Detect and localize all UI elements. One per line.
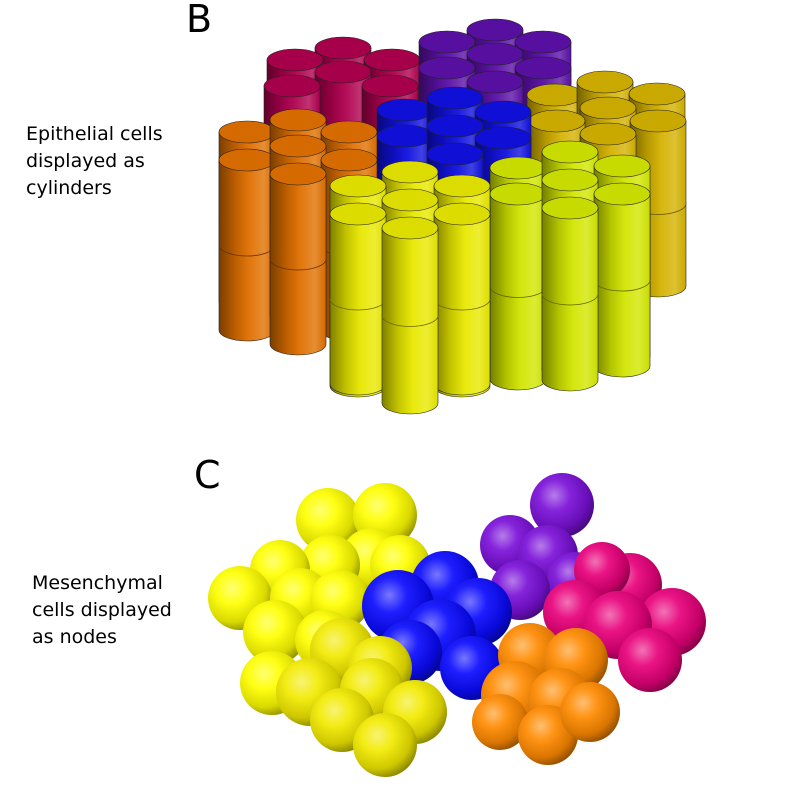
mesenchymal-cell-node bbox=[353, 713, 417, 777]
epithelial-cell-cylinder bbox=[593, 182, 651, 378]
panel-b-caption: Epithelial cells displayed as cylinders bbox=[26, 123, 163, 199]
mesenchymal-cell-node bbox=[243, 600, 307, 664]
panel-c-letter: C bbox=[194, 453, 221, 497]
panel-c-caption: Mesenchymal cells displayed as nodes bbox=[32, 572, 172, 648]
epithelial-cell-cylinder bbox=[489, 182, 547, 391]
epithelial-cell-cylinder bbox=[329, 202, 387, 396]
epithelial-cell-cylinder bbox=[218, 148, 276, 342]
mesenchymal-cell-node bbox=[618, 628, 682, 692]
epithelial-cylinder-cluster bbox=[218, 18, 687, 415]
mesenchymal-cell-node bbox=[472, 694, 528, 750]
mesenchymal-cell-node bbox=[296, 488, 360, 552]
epithelial-cell-cylinder bbox=[269, 162, 327, 356]
epithelial-cell-cylinder bbox=[541, 196, 599, 392]
mesenchymal-cell-node bbox=[560, 682, 620, 742]
epithelial-cell-cylinder bbox=[381, 216, 439, 415]
mesenchymal-node-cluster bbox=[208, 473, 706, 777]
epithelial-cell-cylinder bbox=[433, 202, 491, 396]
panel-b-letter: B bbox=[186, 0, 213, 41]
mesenchymal-cell-node bbox=[530, 473, 594, 537]
